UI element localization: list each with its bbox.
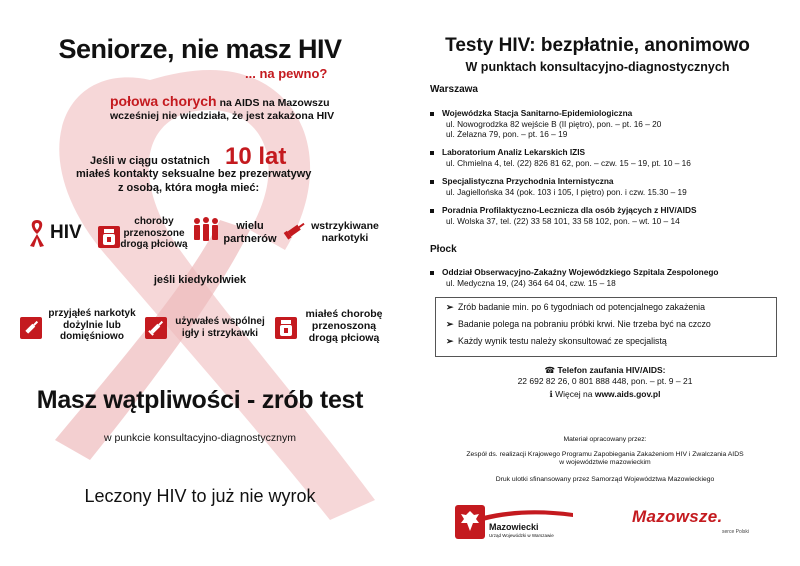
right-title: Testy HIV: bezpłatnie, anonimowo — [445, 35, 750, 56]
ever-drugs-label: przyjąłeś narkotyk dożylnie lub domięśni… — [48, 308, 136, 342]
risk-partners-label: wielu partnerów — [223, 220, 277, 245]
background-ribbon-icon — [55, 70, 376, 520]
tip-item: ➢ Badanie polega na pobraniu próbki krwi.… — [446, 319, 711, 329]
tip-item: ➢ Zrób badanie min. po 6 tygodniach od po… — [446, 302, 705, 312]
right-subtitle: W punktach konsultacyjno-diagnostycznych — [465, 60, 730, 74]
half-rest-text: na AIDS na Mazowszu — [219, 97, 330, 109]
info-icon: ℹ — [549, 389, 553, 399]
if-text-1: Jeśli w ciągu ostatnich — [90, 155, 210, 167]
credits-block: Materiał opracowany przez: Zespół ds. re… — [466, 436, 744, 483]
city-plock: Płock — [430, 244, 457, 255]
half-line: połowa chorych na AIDS na Mazowszu — [110, 93, 330, 109]
mazowiecki-logo: Mazowiecki Urząd Wojewódzki w Warszawie — [455, 503, 585, 543]
pills-icon-2 — [275, 317, 297, 339]
list-item: Laboratorium Analiz Lekarskich IZIS ul. … — [430, 147, 785, 168]
needle-icon — [145, 317, 167, 339]
risk-hiv-label: HIV — [50, 222, 82, 243]
treated-text: Leczony HIV to już nie wyrok — [84, 486, 316, 506]
list-item: Specjalistyczna Przychodnia Internistycz… — [430, 176, 785, 197]
half-rest-line2: wcześniej nie wiedziała, że jest zakażon… — [110, 110, 335, 122]
list-item: Oddział Obserwacyjno-Zakaźny Wojewódzkie… — [430, 267, 785, 288]
pills-icon — [98, 226, 120, 248]
if-text-2: miałeś kontakty seksualne bez prezerwaty… — [76, 168, 312, 180]
half-red-text: połowa chorych — [110, 93, 217, 109]
main-title: Seniorze, nie masz HIV — [58, 34, 342, 64]
people-icon — [194, 217, 218, 241]
ribbon-icon — [30, 220, 44, 247]
flag-swoosh-icon — [483, 510, 573, 521]
risk-drugs-label: wstrzykiwane narkotyki — [311, 220, 379, 244]
years-text: 10 lat — [225, 143, 287, 170]
syringe-icon — [283, 222, 305, 240]
ever-text: jeśli kiedykolwiek — [153, 274, 247, 286]
phone-label: Telefon zaufania HIV/AIDS: — [557, 365, 666, 375]
phone-block: ☎ Telefon zaufania HIV/AIDS: 22 692 82 2… — [420, 365, 790, 400]
ever-std-label: miałeś chorobę przenoszoną drogą płciową — [305, 308, 383, 344]
eagle-icon — [455, 505, 485, 539]
risk-std-label: choroby przenoszone drogą płciową — [120, 216, 188, 250]
phone-numbers: 22 692 82 26, 0 801 888 448, pon. – pt. … — [517, 376, 693, 386]
ever-needle-label: używałeś wspólnej igły i strzykawki — [175, 316, 265, 339]
list-item: Poradnia Profilaktyczno-Lecznicza dla os… — [430, 205, 785, 226]
mazowsze-logo: Mazowsze. serce Polski — [632, 507, 749, 535]
doubt-heading: Masz wątpliwości - zrób test — [36, 386, 364, 414]
phone-icon: ☎ — [544, 365, 556, 375]
main-subtitle: ... na pewno? — [245, 66, 328, 81]
injection-icon — [20, 317, 42, 339]
point-text: w punkcie konsultacyjno-diagnostycznym — [103, 432, 296, 444]
city-warszawa: Warszawa — [430, 84, 478, 95]
aids-link[interactable]: www.aids.gov.pl — [594, 389, 661, 399]
if-text-3: z osobą, która mogła mieć: — [118, 182, 260, 194]
tip-item: ➢ Każdy wynik testu należy skonsultować z… — [446, 336, 667, 346]
list-item: Wojewódzka Stacja Sanitarno-Epidemiologi… — [430, 108, 785, 140]
tips-box: ➢ Zrób badanie min. po 6 tygodniach od po… — [435, 297, 777, 357]
